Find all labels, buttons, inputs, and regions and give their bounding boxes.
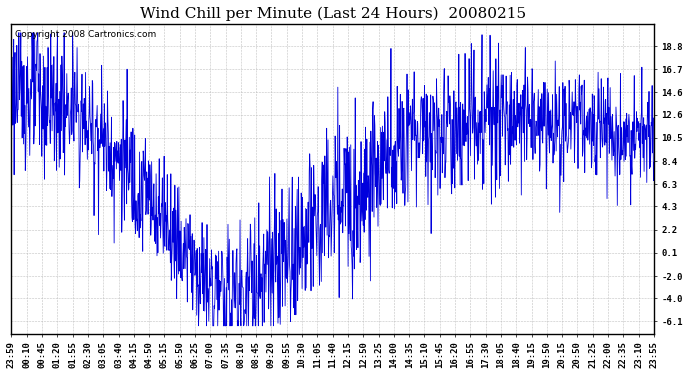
Title: Wind Chill per Minute (Last 24 Hours)  20080215: Wind Chill per Minute (Last 24 Hours) 20… (139, 7, 526, 21)
Text: Copyright 2008 Cartronics.com: Copyright 2008 Cartronics.com (14, 30, 156, 39)
